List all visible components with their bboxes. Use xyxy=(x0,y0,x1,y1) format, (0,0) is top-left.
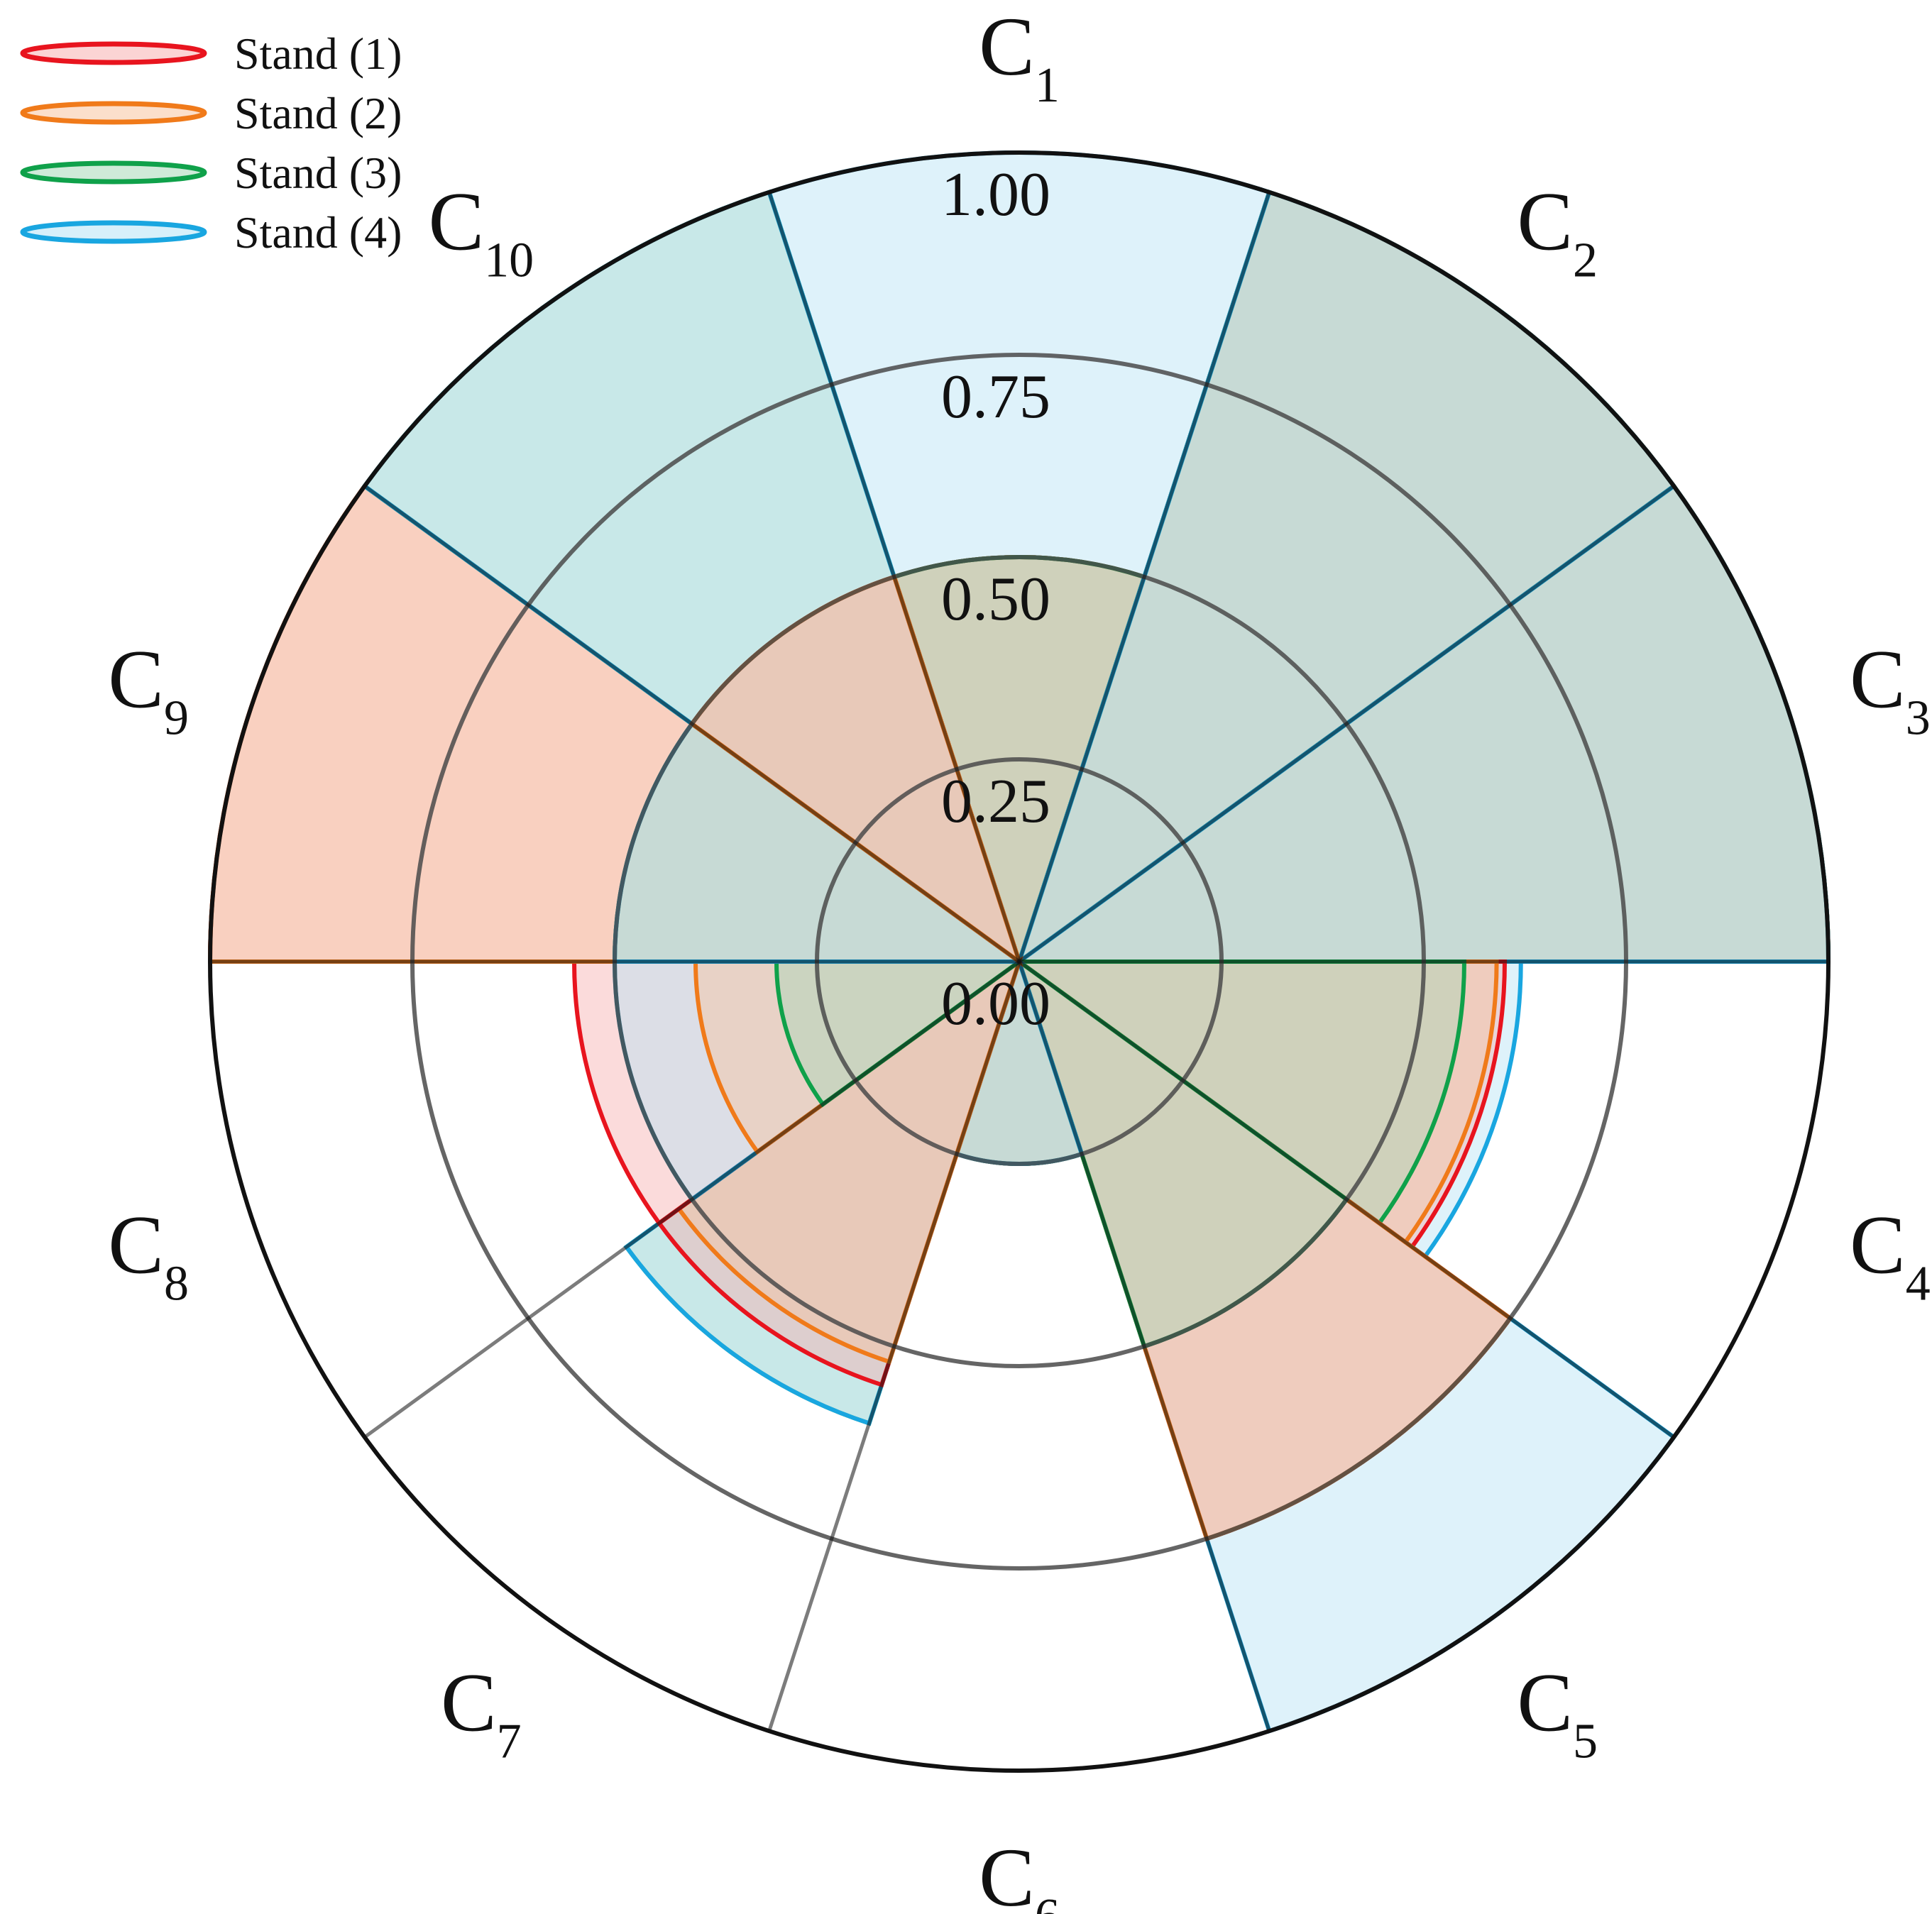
spoke-10 xyxy=(363,484,1021,964)
sector-c4-stand-3 xyxy=(1012,959,1467,1226)
category-label-c2: C2 xyxy=(1517,175,1598,287)
sector-c4-stand-1 xyxy=(1012,959,1508,1250)
category-label-c4: C4 xyxy=(1850,1199,1931,1311)
legend-label-stand-3: Stand (3) xyxy=(234,148,402,198)
sector-c8-stand-2 xyxy=(693,959,1026,1155)
spoke-6 xyxy=(1017,961,1271,1732)
category-label-c8: C8 xyxy=(108,1199,189,1311)
legend: Stand (1) Stand (2) Stand (3) Stand (4) xyxy=(20,28,402,258)
spoke-3 xyxy=(1018,484,1675,964)
spoke-7 xyxy=(767,961,1021,1732)
category-label-c9: C9 xyxy=(108,632,189,745)
frame-layer xyxy=(208,150,1831,1773)
sector-c4-stand-4 xyxy=(1012,959,1523,1260)
sector-c7-stand-2 xyxy=(676,956,1023,1365)
category-label-c1: C1 xyxy=(979,0,1060,113)
radial-tick-label: 0.50 xyxy=(941,565,1050,634)
radial-tick-label: 0.25 xyxy=(941,767,1050,836)
category-label-c7: C7 xyxy=(441,1656,522,1769)
spoke-5 xyxy=(1018,959,1675,1439)
legend-label-stand-1: Stand (1) xyxy=(234,28,402,79)
radial-tick-label: 1.00 xyxy=(941,160,1050,229)
legend-label-stand-4: Stand (4) xyxy=(234,207,402,258)
legend-swatch-stand-3 xyxy=(20,160,207,185)
category-label-c3: C3 xyxy=(1850,632,1931,745)
legend-swatch-stand-4 xyxy=(20,220,207,244)
spoke-2 xyxy=(1017,192,1271,962)
legend-swatch-stand-2 xyxy=(20,101,207,125)
sector-c7-stand-4 xyxy=(623,956,1023,1426)
category-label-c10: C10 xyxy=(428,175,534,287)
radial-tick-label: 0.75 xyxy=(941,363,1050,431)
spoke-1 xyxy=(767,192,1021,962)
legend-label-stand-2: Stand (2) xyxy=(234,88,402,138)
category-label-c5: C5 xyxy=(1517,1656,1598,1769)
tick-label-layer: 0.00 0.25 0.50 0.75 1.00 xyxy=(941,160,1050,1038)
spoke-8 xyxy=(363,959,1021,1439)
category-label-c6: C6 xyxy=(979,1831,1060,1914)
sector-c4-stand-2 xyxy=(1012,959,1499,1245)
sector-c7-stand-1 xyxy=(656,956,1023,1388)
sector-c8-stand-1 xyxy=(571,959,1026,1226)
radial-tick-label: 0.00 xyxy=(941,969,1050,1038)
sector-c8-stand-3 xyxy=(774,959,1026,1108)
legend-swatch-stand-1 xyxy=(20,41,207,65)
